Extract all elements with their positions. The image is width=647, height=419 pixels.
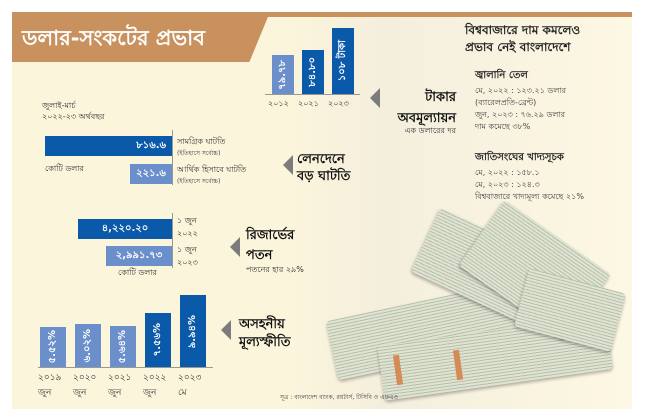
inflation-heading-2: মূল্যস্ফীতি: [239, 335, 291, 350]
pointer-arrow-icon: [230, 237, 240, 257]
inflation-year-label: ২০২০ জুন: [73, 373, 97, 398]
world-heading: বিশ্ববাজারে দাম কমলেও প্রভাব নেই বাংলাদেশ…: [465, 23, 581, 54]
deficit-bar-financial: ২২১.৬: [130, 164, 172, 184]
reserve-unit: কোটি ডলার: [118, 268, 157, 277]
deficit-period: জুলাই-মার্চ: [42, 101, 76, 110]
deficit-financial-label: আর্থিক হিসাবে ঘাটতি: [177, 165, 247, 174]
reserve-axis: [172, 213, 173, 268]
taka-year-label: ২০২১: [298, 99, 319, 108]
taka-year-label: ২০১২: [268, 99, 289, 108]
inflation-year-label: ২০২৩ মে: [178, 373, 202, 398]
taka-bar: ১০৮ টাকা: [332, 27, 354, 94]
pointer-arrow-icon: [370, 88, 380, 108]
deficit-bar-total: ৮১৬.৬: [45, 136, 172, 156]
reserve-bar-2023: ২,৯৯১.৭৩: [106, 246, 172, 266]
reserve-heading-2: পতন: [246, 248, 273, 263]
deficit-total-label: সামগ্রিক ঘাটতি: [177, 137, 226, 146]
taka-sub: এক ডলারের দর: [404, 126, 456, 135]
reserve-date-2022: ১ জুন ২০২২: [177, 216, 198, 238]
inflation-year-label: ২০২২ জুন: [143, 373, 167, 398]
deficit-period-year: ২০২২-২৩ অর্থবছর: [42, 112, 105, 121]
reserve-bar-2022: ৪,২২০.২০: [78, 219, 172, 239]
deficit-financial-note: (ইতিহাসে সর্বোচ্চ): [177, 178, 221, 185]
inflation-year-label: ২০১৯ জুন: [38, 373, 62, 398]
inflation-heading-1: অসহনীয়: [239, 317, 285, 332]
inflation-bar: ৫.৫২%: [40, 327, 66, 367]
inflation-axis: [38, 367, 213, 368]
taka-heading: টাকার অবমূল্যায়ন: [397, 90, 456, 126]
deficit-heading-2: বড় ঘাটতি: [297, 169, 351, 184]
reserve-date-2023: ১ জুন ২০২৩: [177, 245, 198, 267]
deficit-total-note: (ইতিহাসে সর্বোচ্চ): [177, 150, 221, 157]
oil-section: জ্বালানি তেল মে, ২০২২ : ১২৩.২১ ডলার (ব্যা…: [475, 70, 567, 131]
pointer-arrow-icon: [221, 320, 231, 340]
deficit-axis: [172, 130, 173, 185]
page-title: ডলার-সংকটের প্রভাব: [22, 26, 205, 50]
inflation-bar: ৬.০২%: [75, 323, 101, 367]
taka-axis: [265, 94, 360, 95]
food-section: জাতিসংঘের খাদ্যসূচক মে, ২০২২ : ১৫৮.১ মে, …: [475, 152, 584, 201]
reserve-sub: পতনের হার ২৯%: [246, 265, 304, 274]
inflation-bar: ৭.৫৬%: [145, 312, 171, 367]
taka-year-label: ২০২৩: [328, 99, 349, 108]
inflation-year-label: ২০২১ জুন: [108, 373, 132, 398]
inflation-bar: ৫.৬৪%: [110, 326, 136, 367]
deficit-heading-1: লেনদেনে: [297, 152, 345, 167]
taka-bar: ৮৪.৮০: [302, 50, 324, 94]
deficit-unit: কোটি ডলার: [45, 164, 84, 173]
top-rule: [12, 12, 632, 17]
reserve-heading-1: রিজার্ভের: [246, 228, 295, 243]
title-banner: ডলার-সংকটের প্রভাব: [12, 12, 270, 62]
taka-bar: ৭৯.৭৮: [272, 55, 294, 94]
pointer-arrow-icon: [283, 155, 293, 175]
inflation-bar: ৯.৯৪%: [180, 295, 206, 367]
source-note: সূত্র : বাংলাদেশ ব্যাংক, রয়টার্স, টিসিব…: [280, 394, 399, 401]
